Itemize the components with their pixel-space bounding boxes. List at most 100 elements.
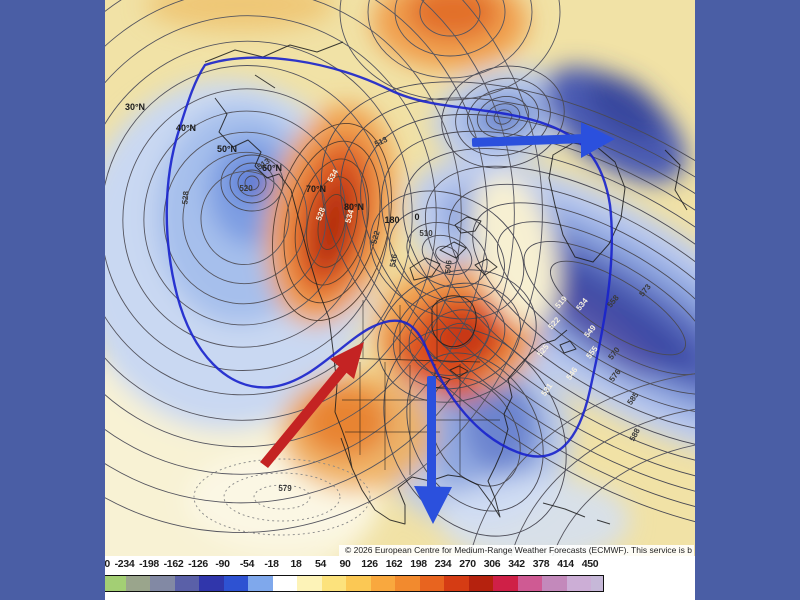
contour-ring (105, 15, 437, 421)
colorbar-segment (468, 576, 493, 591)
blue-arrow-south (414, 376, 452, 524)
contour-ring (429, 377, 521, 487)
contour-ring (377, 269, 537, 403)
map-label: 50°N (217, 144, 237, 154)
contour-ring (105, 0, 462, 448)
map-label: 80°N (344, 202, 364, 212)
map-label: 70°N (306, 184, 326, 194)
colorbar-segment (297, 576, 322, 591)
latitude-labels: 30°N 40°N 50°N 60°N 70°N 80°N (125, 102, 364, 212)
colorbar-segment (444, 576, 469, 591)
colorbar-tick: -234 (114, 558, 135, 570)
jet-stream-path (165, 56, 614, 458)
contour-ring (193, 458, 371, 536)
contour-ring (406, 222, 488, 288)
contour-ring (523, 241, 695, 375)
contour-ring (122, 88, 368, 348)
contour-ring (421, 234, 473, 276)
map-label: 528 (180, 190, 190, 205)
colorbar-segment (223, 576, 248, 591)
colorbar-tick: 378 (532, 558, 550, 570)
contour-ring (497, 221, 695, 395)
contour-ring (253, 484, 311, 510)
contour-ring (105, 0, 515, 504)
colorbar-tick: -18 (264, 558, 279, 570)
colorbar-tick: 342 (508, 558, 525, 570)
colorbar-tick: 198 (410, 558, 427, 570)
colorbar-segment (419, 576, 444, 591)
longitude-labels: 180 0 (384, 212, 419, 225)
colorbar-segment (174, 576, 199, 591)
colorbar-tick: 162 (385, 558, 403, 570)
contour-ring (380, 130, 695, 486)
colorbar-tick: 126 (361, 558, 378, 570)
contour-ring (369, 190, 525, 320)
contour-ring (143, 110, 347, 326)
colorbar-tick: 270 (459, 558, 476, 570)
colorbar-segment (395, 576, 420, 591)
map-label: 516 (388, 253, 399, 268)
map-label: 506 (443, 259, 453, 274)
colorbar-tick: 450 (581, 558, 599, 570)
contour-ring (105, 65, 390, 371)
contour-ring (402, 148, 695, 468)
contour-ring (360, 113, 695, 503)
contour-ring (317, 194, 347, 250)
colorbar-tick-labels: -270 -234 -198 -162 -126 -90 -54 -18 18 54 90 126 16… (105, 558, 695, 573)
contour-ring (223, 472, 341, 522)
colorbar-segment (150, 576, 175, 591)
colorbar-tick: 414 (557, 558, 574, 570)
map-label: 510 (419, 229, 433, 238)
colorbar-segment (105, 576, 126, 591)
contour-ring (394, 0, 506, 57)
colorbar-tick: -90 (215, 558, 230, 570)
colorbar-segment (517, 576, 542, 591)
contour-ring (182, 151, 308, 285)
contour-ring (200, 170, 290, 266)
map-label: 534 (344, 208, 356, 224)
colorbar-tick: 90 (339, 558, 351, 570)
contour-ring (393, 282, 521, 390)
colorbar-segment (566, 576, 591, 591)
colorbar-segment (346, 576, 371, 591)
contour-ring (244, 175, 260, 191)
contour-ring (339, 0, 561, 101)
colorbar-segment (591, 576, 603, 591)
colorbar-segment (321, 576, 346, 591)
contour-ring (389, 207, 505, 303)
contour-ring (406, 352, 544, 512)
colorbar-tick: 18 (290, 558, 302, 570)
map-label: 528 (314, 206, 327, 222)
contour-ring (229, 162, 275, 204)
contour-ring (306, 176, 358, 268)
map-label: 522 (370, 229, 382, 245)
map-label: 0 (414, 212, 419, 222)
colorbar (105, 575, 604, 592)
colorbar-segment (542, 576, 567, 591)
colorbar-segment (248, 576, 273, 591)
contour-ring (549, 260, 687, 356)
colorbar-segment (493, 576, 518, 591)
contour-ring (340, 97, 695, 519)
contour-ring (163, 131, 327, 305)
colorbar-tick: 234 (434, 558, 452, 570)
contour-ring (476, 96, 530, 138)
map-label: 40°N (176, 123, 196, 133)
map-label: 60°N (262, 163, 282, 173)
blue-arrow-east (471, 122, 615, 158)
colorbar-segment (370, 576, 395, 591)
contour-ring (272, 123, 392, 321)
colorbar-segment (272, 576, 297, 591)
map-label: 520 (239, 184, 253, 193)
contour-ring (105, 40, 413, 396)
contour-ring (435, 245, 459, 265)
colorbar-tick: 306 (483, 558, 501, 570)
contour-ring (424, 165, 695, 451)
attribution-text: © 2026 European Centre for Medium-Range … (338, 545, 694, 556)
map-label: 30°N (125, 102, 145, 112)
map-label: 180 (384, 215, 399, 225)
weather-map: 30°N 40°N 50°N 60°N 70°N 80°N 180 0 528 513 520 5… (105, 0, 695, 556)
colorbar-tick: -54 (239, 558, 255, 570)
colorbar-tick: 54 (314, 558, 327, 570)
